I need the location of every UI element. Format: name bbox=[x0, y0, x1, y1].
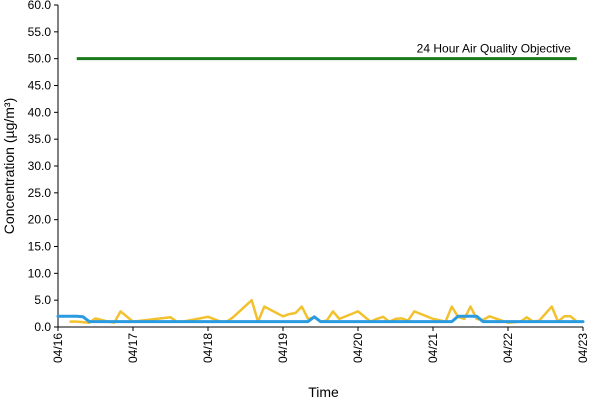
y-tick-label: 60.0 bbox=[28, 0, 52, 12]
objective-label: 24 Hour Air Quality Objective bbox=[417, 42, 571, 56]
axes: 0.0 5.0 10.0 15.0 20.0 25.0 30.0 35.0 40.0 45.0 50… bbox=[28, 0, 590, 363]
y-tick-label: 35.0 bbox=[28, 132, 52, 146]
x-tick-label: 04/19 bbox=[276, 333, 290, 363]
y-tick-label: 5.0 bbox=[34, 293, 51, 307]
x-tick-label: 04/18 bbox=[201, 333, 215, 363]
y-tick-label: 50.0 bbox=[28, 52, 52, 66]
y-tick-label: 25.0 bbox=[28, 186, 52, 200]
y-axis-title: Concentration (µg/m³) bbox=[1, 98, 17, 234]
x-tick-label: 04/16 bbox=[51, 333, 65, 363]
y-tick-label: 40.0 bbox=[28, 105, 52, 119]
x-tick-label: 04/20 bbox=[351, 333, 365, 363]
x-axis-title: Time bbox=[308, 384, 339, 400]
x-tick-label: 04/23 bbox=[576, 333, 590, 363]
series-line-2 bbox=[56, 314, 585, 324]
y-tick-label: 30.0 bbox=[28, 159, 52, 173]
y-tick-label: 10.0 bbox=[28, 266, 52, 280]
x-tick-label: 04/22 bbox=[501, 333, 515, 363]
y-tick-label: 15.0 bbox=[28, 240, 52, 254]
plot-area bbox=[56, 57, 585, 324]
y-tick-label: 55.0 bbox=[28, 25, 52, 39]
y-tick-label: 0.0 bbox=[34, 320, 51, 334]
x-tick-label: 04/21 bbox=[426, 333, 440, 363]
x-tick-label: 04/17 bbox=[126, 333, 140, 363]
y-tick-label: 20.0 bbox=[28, 213, 52, 227]
series-line-1 bbox=[69, 298, 579, 324]
y-tick-label: 45.0 bbox=[28, 79, 52, 93]
